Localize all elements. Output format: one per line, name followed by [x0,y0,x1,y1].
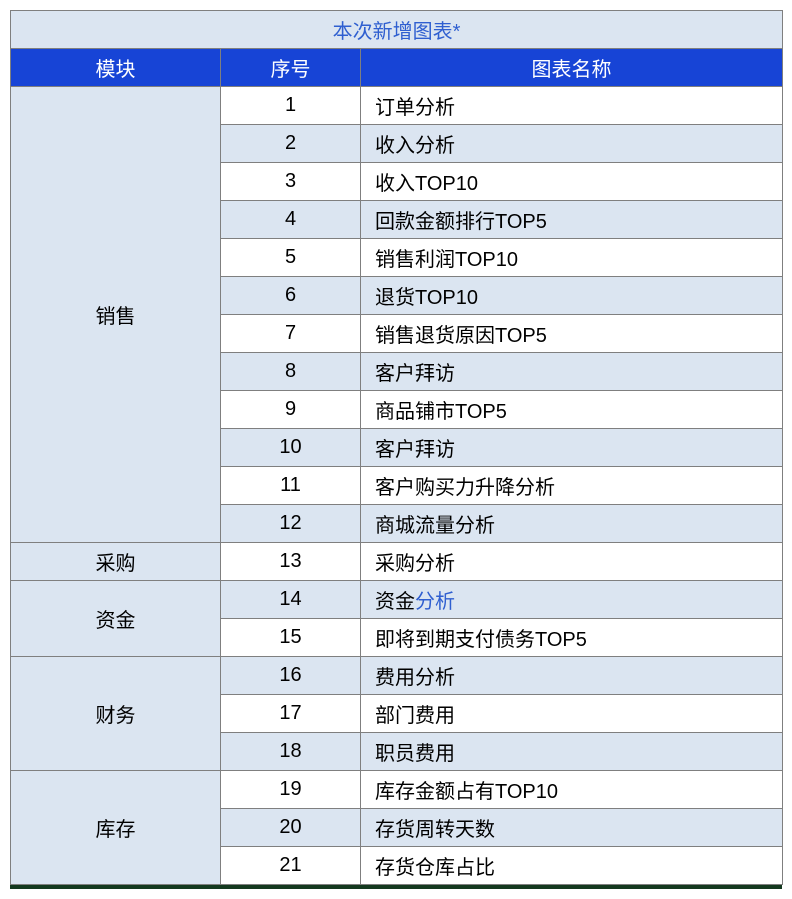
index-cell: 19 [221,771,361,809]
chart-name-cell: 商城流量分析 [361,505,783,543]
chart-name-cell: 存货周转天数 [361,809,783,847]
module-cell: 财务 [11,657,221,771]
chart-name-cell: 客户购买力升降分析 [361,467,783,505]
chart-name-cell: 回款金额排行TOP5 [361,201,783,239]
chart-name-cell: 退货TOP10 [361,277,783,315]
index-cell: 10 [221,429,361,467]
chart-name-cell: 采购分析 [361,543,783,581]
index-cell: 9 [221,391,361,429]
chart-name-cell: 费用分析 [361,657,783,695]
table-row: 销售1订单分析 [11,87,783,125]
chart-name-cell: 客户拜访 [361,429,783,467]
chart-name-cell: 部门费用 [361,695,783,733]
chart-name-cell: 商品铺市TOP5 [361,391,783,429]
index-cell: 13 [221,543,361,581]
chart-name-cell: 存货仓库占比 [361,847,783,885]
col-header-1: 序号 [221,49,361,87]
table-title: 本次新增图表* [11,11,783,49]
module-cell: 库存 [11,771,221,885]
index-cell: 15 [221,619,361,657]
index-cell: 6 [221,277,361,315]
chart-list-table: 本次新增图表*模块序号图表名称销售1订单分析2收入分析3收入TOP104回款金额… [10,10,783,885]
chart-name-cell: 职员费用 [361,733,783,771]
module-cell: 资金 [11,581,221,657]
chart-name-cell: 客户拜访 [361,353,783,391]
index-cell: 21 [221,847,361,885]
col-header-0: 模块 [11,49,221,87]
chart-name-cell: 收入TOP10 [361,163,783,201]
index-cell: 5 [221,239,361,277]
index-cell: 14 [221,581,361,619]
chart-name-cell: 即将到期支付债务TOP5 [361,619,783,657]
bottom-bar [10,885,782,889]
module-cell: 采购 [11,543,221,581]
table-row: 资金 14资金分析 [11,581,783,619]
chart-name-cell: 销售利润TOP10 [361,239,783,277]
index-cell: 16 [221,657,361,695]
chart-name-part: 资金 [375,591,415,613]
index-cell: 20 [221,809,361,847]
chart-name-cell: 资金分析 [361,581,783,619]
index-cell: 1 [221,87,361,125]
index-cell: 17 [221,695,361,733]
table-row: 库存19库存金额占有TOP10 [11,771,783,809]
module-cell: 销售 [11,87,221,543]
col-header-2: 图表名称 [361,49,783,87]
chart-name-cell: 销售退货原因TOP5 [361,315,783,353]
index-cell: 11 [221,467,361,505]
chart-name-cell: 订单分析 [361,87,783,125]
index-cell: 18 [221,733,361,771]
index-cell: 3 [221,163,361,201]
table-row: 财务16费用分析 [11,657,783,695]
index-cell: 12 [221,505,361,543]
index-cell: 8 [221,353,361,391]
table-row: 采购13采购分析 [11,543,783,581]
chart-name-part: 分析 [415,591,455,613]
index-cell: 4 [221,201,361,239]
chart-name-cell: 库存金额占有TOP10 [361,771,783,809]
chart-name-cell: 收入分析 [361,125,783,163]
index-cell: 2 [221,125,361,163]
index-cell: 7 [221,315,361,353]
